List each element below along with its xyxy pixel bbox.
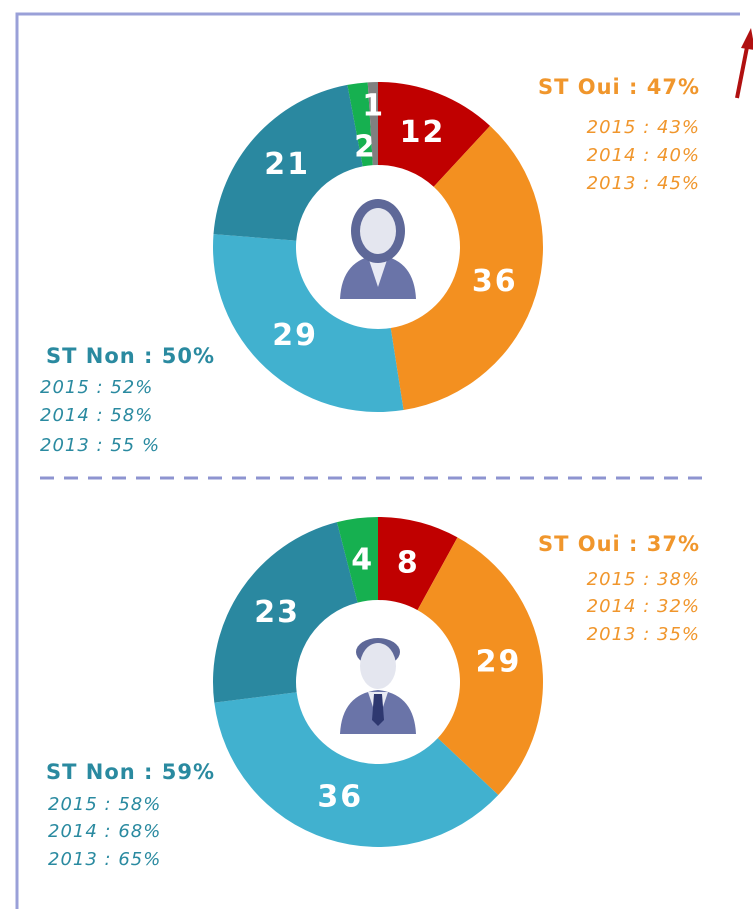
donut-slice: [367, 82, 378, 166]
value-label: 2: [354, 129, 377, 164]
history-line: 2013 : 35%: [587, 624, 700, 645]
donut-slice: [347, 82, 373, 167]
history-line: 2014 : 68%: [48, 821, 161, 842]
donut-slice: [214, 692, 499, 847]
donut-slice: [213, 234, 404, 412]
donut-slice: [417, 537, 543, 795]
arrow: [735, 28, 753, 99]
person-icon: [298, 167, 458, 327]
donut-slice: [378, 82, 491, 187]
history-line: 2014 : 58%: [40, 405, 153, 426]
summary-title: ST Non : 59%: [46, 760, 215, 784]
donut-slice: [336, 517, 378, 603]
donut-slice: [390, 125, 543, 411]
donut-slice: [213, 522, 358, 703]
history-line: 2013 : 65%: [48, 849, 161, 870]
history-line: 2015 : 43%: [587, 117, 700, 138]
value-label: 29: [476, 644, 522, 679]
icon-tie: [372, 694, 384, 726]
icon-face: [360, 643, 396, 689]
value-label: 36: [317, 780, 363, 815]
history-line: 2013 : 55 %: [40, 435, 160, 456]
history-line: 2014 : 32%: [587, 596, 700, 617]
person-icon: [298, 602, 458, 762]
summary-title: ST Oui : 37%: [538, 532, 700, 556]
value-label: 36: [472, 264, 518, 299]
history-line: 2013 : 45%: [587, 173, 700, 194]
icon-collar: [368, 257, 388, 287]
history-line: 2015 : 58%: [48, 794, 161, 815]
value-label: 21: [264, 147, 310, 182]
value-label: 29: [272, 318, 318, 353]
value-label: 23: [254, 595, 300, 630]
summary-title: ST Non : 50%: [46, 344, 215, 368]
frame: [15, 12, 740, 909]
icon-face: [360, 208, 396, 254]
donut-slice: [378, 517, 458, 611]
summary-title: ST Oui : 47%: [538, 75, 700, 99]
history-line: 2015 : 38%: [587, 569, 700, 590]
history-line: 2015 : 52%: [40, 377, 153, 398]
value-label: 8: [397, 545, 420, 580]
donut-slice: [213, 84, 363, 241]
value-label: 4: [351, 542, 374, 577]
value-label: 1: [362, 89, 385, 124]
value-label: 12: [400, 115, 446, 150]
history-line: 2014 : 40%: [587, 145, 700, 166]
